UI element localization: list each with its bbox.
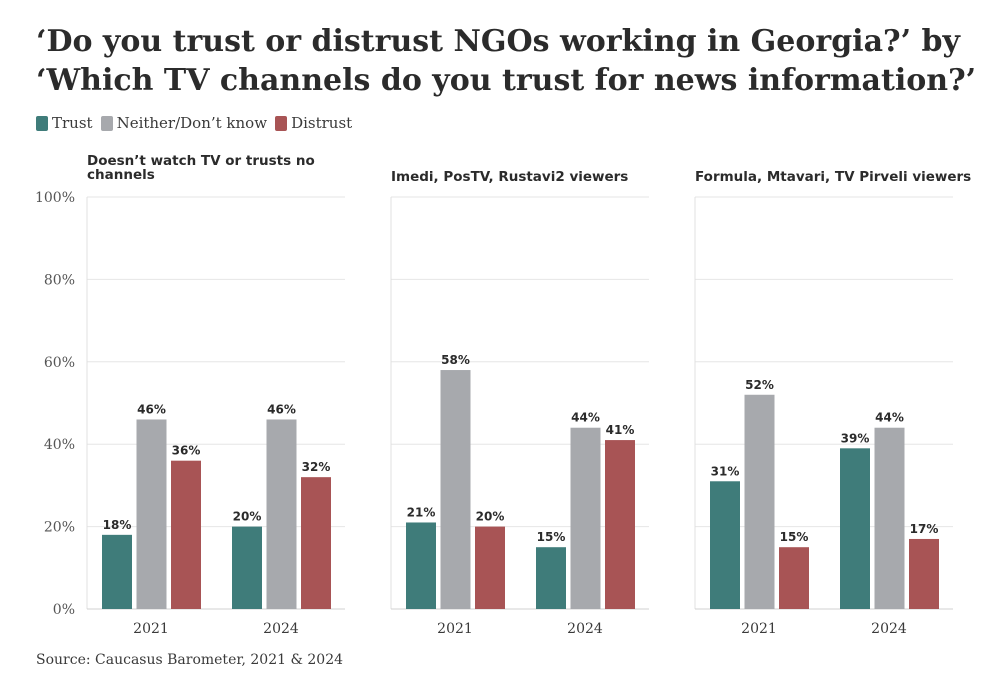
bar-neither-don-t-know [440,370,471,609]
panel-title: Imedi, PosTV, Rustavi2 viewers [391,169,628,185]
bar-distrust [475,526,505,609]
data-label: 36% [172,444,201,458]
data-label: 18% [103,518,132,532]
x-tick-label: 2024 [567,621,603,637]
panel-title: Formula, Mtavari, TV Pirveli viewers [695,169,971,185]
data-label: 31% [711,464,740,478]
bar-trust [102,534,132,609]
bar-distrust [171,460,201,609]
legend-item-neither: Neither/Don’t know [100,114,268,132]
data-label: 58% [441,353,470,367]
bar-neither-don-t-know [744,394,775,609]
x-tick-label: 2021 [741,621,777,637]
bar-trust [840,448,870,609]
data-label: 44% [571,411,600,425]
x-tick-label: 2021 [133,621,169,637]
data-label: 15% [537,530,566,544]
legend-item-trust: Trust [36,114,93,132]
data-label: 20% [476,510,505,524]
legend-label-trust: Trust [52,114,93,132]
data-label: 46% [137,402,166,416]
bar-trust [536,547,566,609]
data-label: 21% [407,505,436,519]
data-label: 39% [841,431,870,445]
bar-neither-don-t-know [136,419,167,609]
bar-distrust [301,477,331,609]
y-tick-label: 20% [44,520,75,536]
data-label: 52% [745,378,774,392]
legend-label-distrust: Distrust [291,114,353,132]
x-tick-label: 2021 [437,621,473,637]
x-tick-label: 2024 [871,621,907,637]
bar-trust [232,526,262,609]
panel-title: Doesn’t watch TV or trusts no [87,153,315,169]
y-tick-label: 0% [53,602,75,618]
legend-swatch-trust [36,115,48,131]
bar-distrust [779,547,809,609]
legend-swatch-distrust [275,115,288,131]
legend: Trust Neither/Don’t know Distrust [36,114,360,132]
data-label: 32% [302,460,331,474]
data-label: 46% [267,402,296,416]
data-label: 15% [780,530,809,544]
bar-neither-don-t-know [874,427,905,609]
y-tick-label: 40% [44,437,75,453]
bar-neither-don-t-know [570,427,601,609]
y-tick-label: 60% [44,355,75,371]
data-label: 17% [910,522,939,536]
legend-item-distrust: Distrust [275,114,352,132]
x-tick-label: 2024 [263,621,299,637]
source-note: Source: Caucasus Barometer, 2021 & 2024 [36,652,344,668]
panel-title: channels [87,167,155,183]
data-label: 41% [606,423,635,437]
legend-label-neither: Neither/Don’t know [116,114,268,132]
chart-title: ‘Do you trust or distrust NGOs working i… [36,24,977,98]
y-tick-label: 80% [44,272,75,288]
bar-trust [710,481,740,609]
y-tick-label: 100% [35,190,75,206]
bar-neither-don-t-know [266,419,297,609]
data-label: 20% [233,510,262,524]
bar-distrust [605,440,635,609]
bar-trust [406,522,436,609]
legend-swatch-neither [100,115,113,131]
data-label: 44% [875,411,904,425]
bar-distrust [909,538,939,609]
